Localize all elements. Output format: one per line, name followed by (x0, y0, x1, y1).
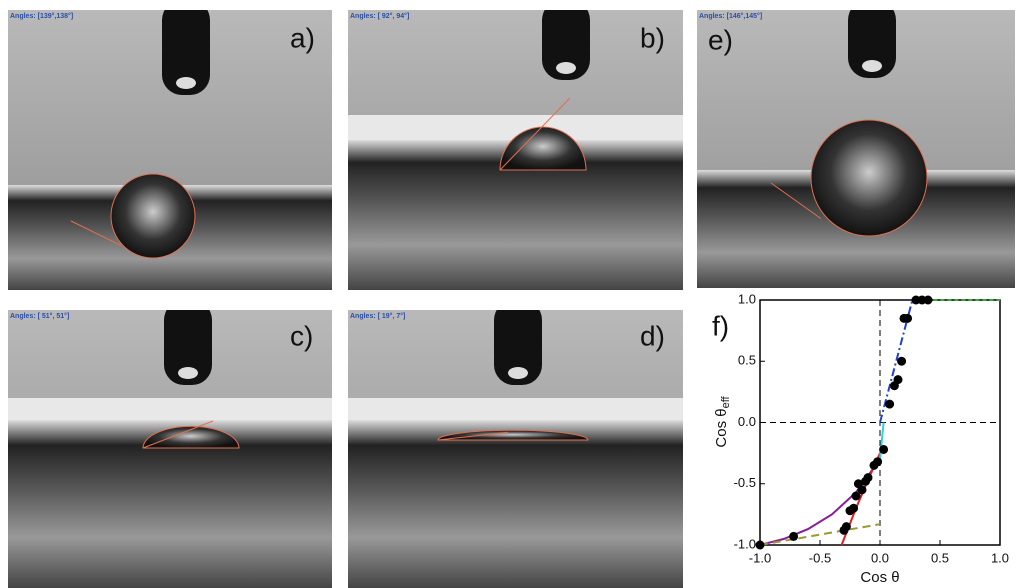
photo-panel: Angles: [ 51°, 51°] c) (8, 310, 332, 588)
needle-drop (556, 62, 576, 74)
photo (348, 10, 683, 290)
x-tick-label: 0.5 (931, 550, 949, 565)
needle-drop (176, 77, 196, 89)
y-tick-label: 1.0 (738, 291, 756, 306)
x-axis-label: Cos θ (860, 569, 899, 586)
photo-panel: Angles: [139°,138°] a) (8, 10, 332, 290)
y-tick-label: 0.0 (738, 414, 756, 429)
droplet (499, 126, 587, 171)
photo (8, 10, 332, 290)
y-tick-label: -0.5 (734, 475, 756, 490)
data-point (789, 531, 799, 541)
reflection (8, 398, 332, 420)
droplet (437, 429, 589, 441)
photo-panel: Angles: [146°,145°] e) (697, 10, 1015, 288)
data-point (849, 503, 859, 513)
photo-panel: Angles: [ 92°, 94°] b) (348, 10, 683, 290)
data-point (863, 473, 873, 483)
needle-drop (508, 367, 528, 379)
x-tick-label: 0.0 (871, 550, 889, 565)
data-point (857, 485, 867, 495)
data-point (885, 399, 895, 409)
reflection (348, 398, 683, 420)
needle-drop (862, 60, 882, 72)
angle-readout: Angles: [139°,138°] (10, 12, 73, 20)
tangent (770, 182, 822, 220)
angle-readout: Angles: [146°,145°] (699, 12, 762, 20)
data-point (893, 375, 903, 385)
reflection (348, 115, 683, 140)
contact-angle-chart: f) Cos θ Cos θeff -1.0 -0.5 0.0 0.5 1.0-1.0-… (712, 291, 1009, 586)
angle-readout: Angles: [ 51°, 51°] (10, 312, 69, 320)
y-axis-label: Cos θeff (713, 395, 732, 447)
data-point (879, 444, 889, 454)
substrate (348, 420, 683, 588)
needle (162, 10, 210, 95)
needle (848, 10, 896, 78)
needle (494, 310, 542, 385)
photo-panel: Angles: [ 19°, 7°] d) (348, 310, 683, 588)
panel-label: c) (290, 320, 313, 351)
y-axis-label-sub: eff (720, 395, 732, 408)
droplet (142, 425, 240, 449)
data-point (755, 540, 765, 550)
panel-label: f) (712, 310, 729, 341)
photo (348, 310, 683, 588)
tangent (499, 97, 571, 171)
y-tick-label: -1.0 (734, 536, 756, 551)
panel-label: d) (640, 320, 665, 351)
data-point (923, 295, 933, 305)
data-point (841, 522, 851, 532)
x-tick-label: -1.0 (749, 550, 771, 565)
y-tick-label: 0.5 (738, 353, 756, 368)
x-tick-label: 1.0 (991, 550, 1009, 565)
fit-line (759, 523, 881, 546)
tangent (70, 220, 122, 246)
x-tick-label: -0.5 (809, 550, 831, 565)
droplet (810, 119, 928, 237)
needle-drop (178, 367, 198, 379)
panel-label: b) (640, 22, 665, 53)
droplet (110, 173, 196, 259)
photo (8, 310, 332, 588)
fit-line (879, 422, 885, 460)
y-axis-label-main: Cos θ (713, 408, 730, 447)
angle-readout: Angles: [ 92°, 94°] (350, 12, 409, 20)
data-point (873, 457, 883, 467)
data-point (897, 356, 907, 366)
needle (542, 10, 590, 80)
panel-label: a) (290, 22, 315, 53)
angle-readout: Angles: [ 19°, 7°] (350, 312, 405, 320)
tangent (437, 431, 509, 441)
data-point (903, 313, 913, 323)
panel-label: e) (708, 24, 733, 55)
data-point (851, 491, 861, 501)
tangent (142, 420, 214, 449)
photo (697, 10, 1015, 288)
fit-line (879, 299, 914, 423)
needle (164, 310, 212, 385)
